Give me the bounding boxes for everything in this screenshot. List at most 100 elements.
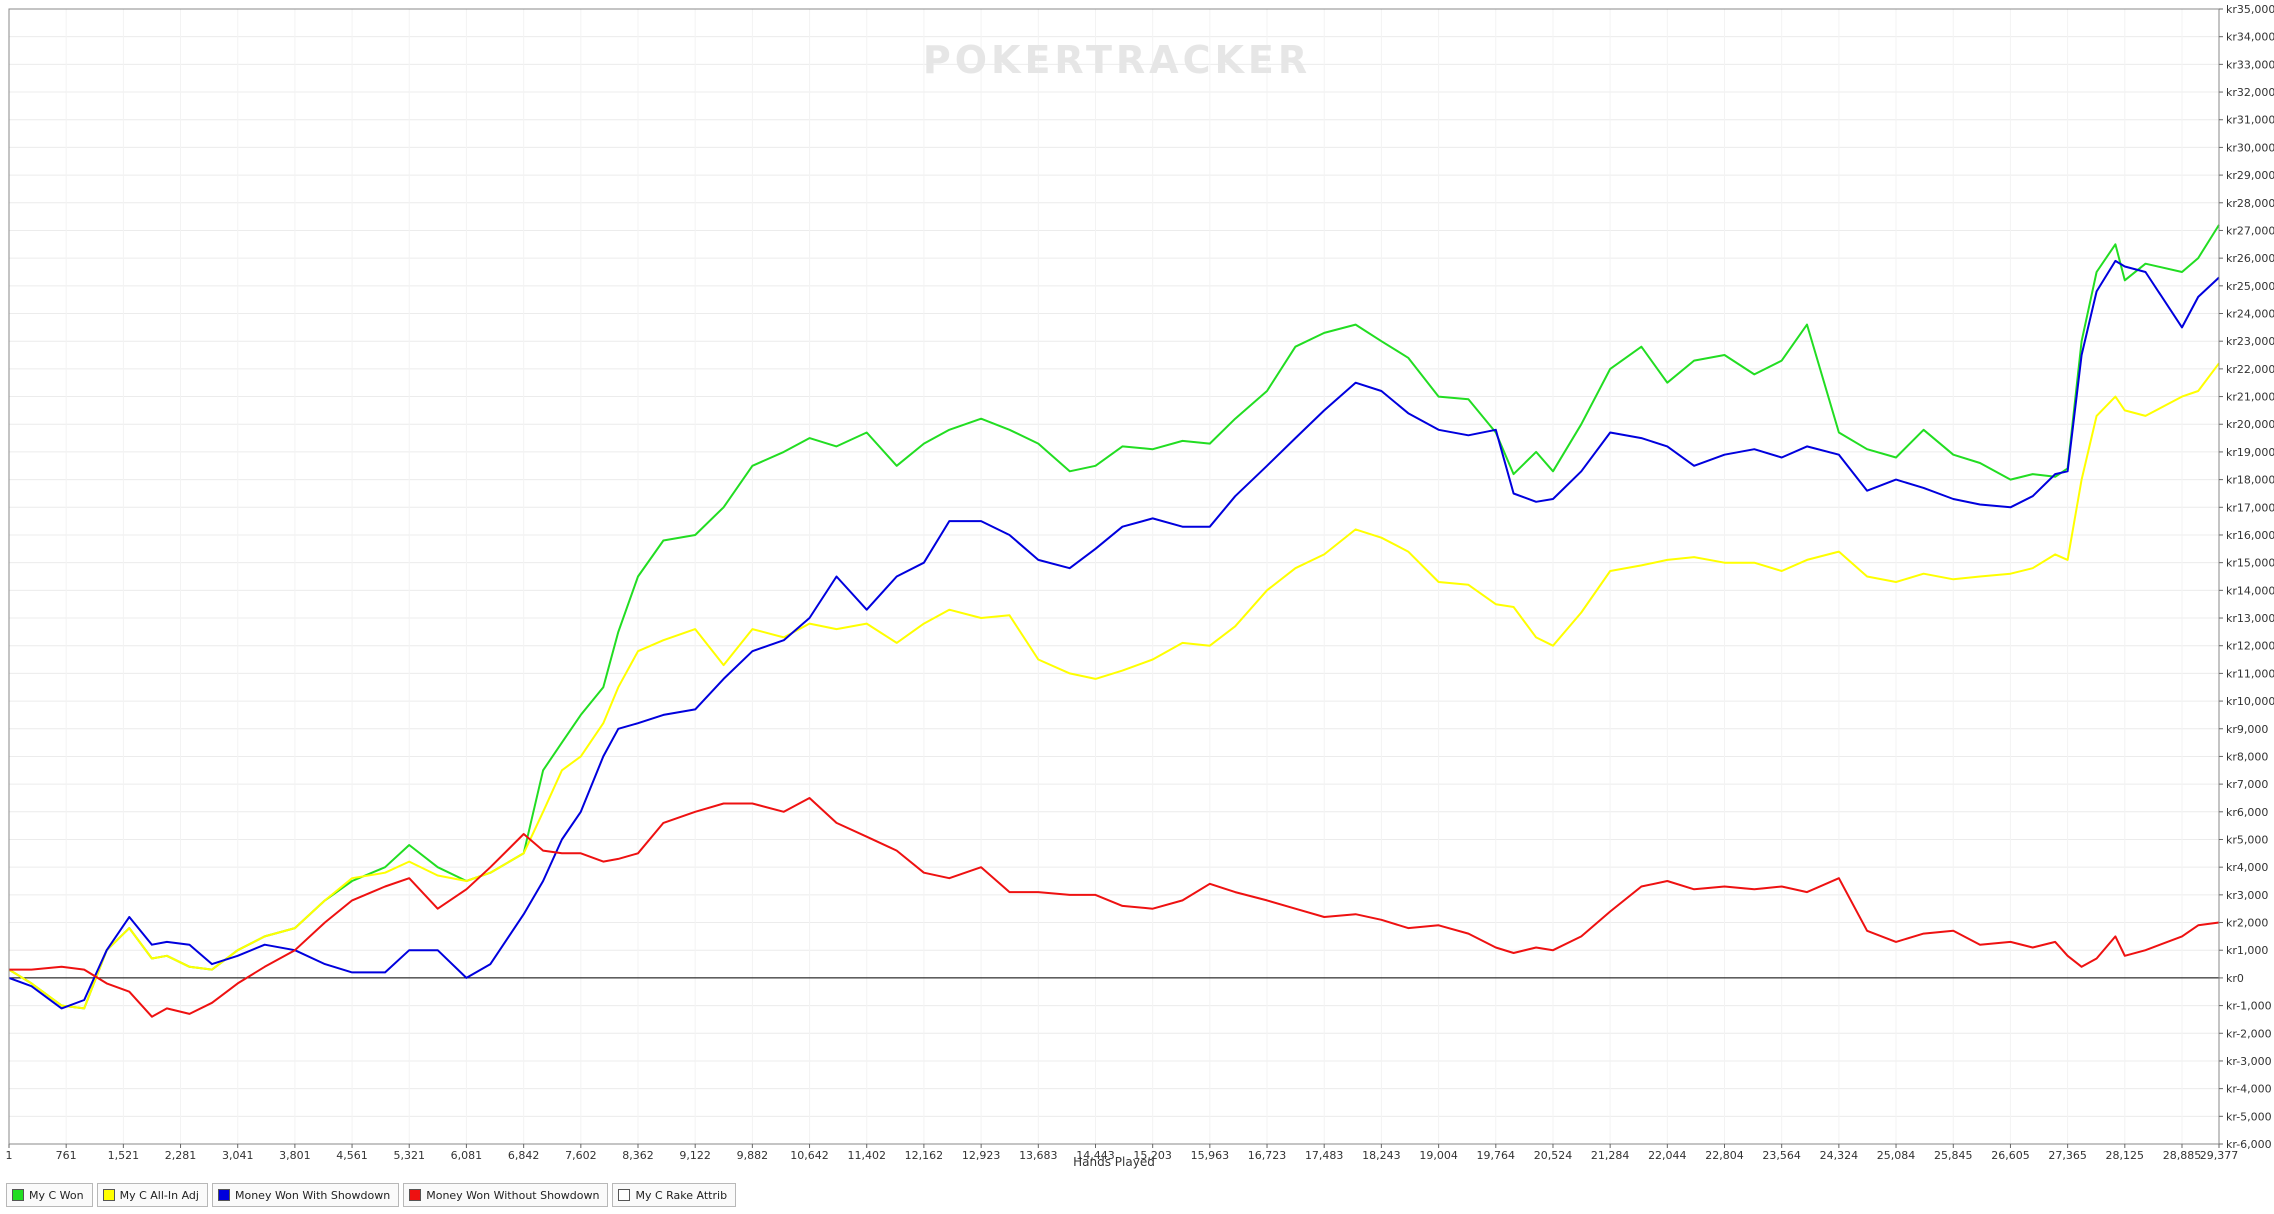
x-tick-label: 3,041 <box>222 1149 254 1162</box>
y-tick-label: kr-1,000 <box>2226 1000 2272 1013</box>
legend-swatch <box>618 1189 631 1201</box>
x-tick-label: 761 <box>56 1149 77 1162</box>
x-tick-label: 18,243 <box>1362 1149 1401 1162</box>
y-tick-label: kr31,000 <box>2226 114 2274 127</box>
x-tick-label: 17,483 <box>1305 1149 1344 1162</box>
x-tick-label: 19,004 <box>1419 1149 1458 1162</box>
y-tick-label: kr0 <box>2226 972 2244 985</box>
legend-swatch <box>217 1189 230 1201</box>
legend-item[interactable]: My C All-In Adj <box>96 1183 208 1207</box>
legend: My C Won My C All-In Adj Money Won With Sh… <box>6 1183 737 1207</box>
y-tick-label: kr10,000 <box>2226 695 2274 708</box>
x-tick-label: 22,804 <box>1705 1149 1744 1162</box>
y-tick-label: kr5,000 <box>2226 833 2268 846</box>
x-tick-label: 19,764 <box>1477 1149 1516 1162</box>
x-tick-label: 5,321 <box>393 1149 425 1162</box>
y-tick-label: kr29,000 <box>2226 169 2274 182</box>
y-tick-label: kr26,000 <box>2226 252 2274 265</box>
y-tick-label: kr23,000 <box>2226 335 2274 348</box>
y-tick-label: kr11,000 <box>2226 667 2274 680</box>
x-tick-label: 25,845 <box>1934 1149 1973 1162</box>
y-tick-label: kr25,000 <box>2226 280 2274 293</box>
y-tick-label: kr33,000 <box>2226 58 2274 71</box>
y-tick-label: kr17,000 <box>2226 501 2274 514</box>
x-tick-label: 28,125 <box>2106 1149 2145 1162</box>
x-tick-label: 2,281 <box>165 1149 197 1162</box>
y-tick-label: kr7,000 <box>2226 778 2268 791</box>
y-tick-label: kr24,000 <box>2226 308 2274 321</box>
plot-area <box>9 9 2219 1144</box>
x-tick-label: 22,044 <box>1648 1149 1687 1162</box>
y-tick-label: kr-6,000 <box>2226 1138 2272 1151</box>
y-tick-label: kr18,000 <box>2226 474 2274 487</box>
x-tick-label: 8,362 <box>622 1149 654 1162</box>
x-tick-label: 23,564 <box>1762 1149 1801 1162</box>
x-tick-label: 12,162 <box>905 1149 944 1162</box>
x-axis-label: Hands Played <box>1073 1155 1155 1169</box>
legend-label: Money Won Without Showdown <box>426 1188 600 1202</box>
series-line-3 <box>9 797 2220 1018</box>
legend-item[interactable]: Money Won With Showdown <box>211 1183 400 1207</box>
y-tick-label: kr-4,000 <box>2226 1083 2272 1096</box>
y-tick-label: kr21,000 <box>2226 391 2274 404</box>
x-tick-label: 11,402 <box>847 1149 886 1162</box>
x-tick-label: 1,521 <box>108 1149 140 1162</box>
x-axis: 1 761 1,521 2,281 3,041 3,801 4,561 5,321 6,081 6… <box>6 1144 2239 1162</box>
y-tick-label: kr34,000 <box>2226 31 2274 44</box>
x-tick-label: 1 <box>6 1149 13 1162</box>
plot-border <box>8 8 2220 1145</box>
y-tick-label: kr20,000 <box>2226 418 2274 431</box>
x-tick-label: 4,561 <box>336 1149 368 1162</box>
y-tick-label: kr35,000 <box>2226 3 2274 16</box>
legend-label: My C All-In Adj <box>119 1188 199 1202</box>
grid <box>8 8 2220 1145</box>
series-line-1 <box>8 362 2220 1010</box>
y-tick-label: kr-3,000 <box>2226 1055 2272 1068</box>
x-tick-label: 12,923 <box>962 1149 1001 1162</box>
x-tick-label: 6,081 <box>451 1149 483 1162</box>
watermark: POKERTRACKER <box>923 38 1311 82</box>
y-tick-label: kr9,000 <box>2226 723 2268 736</box>
y-axis: kr-6,000 kr-5,000 kr-4,000 kr-3,000 kr-2,000… <box>2219 3 2274 1151</box>
y-tick-label: kr4,000 <box>2226 861 2268 874</box>
x-tick-label: 6,842 <box>508 1149 540 1162</box>
x-tick-label: 26,605 <box>1991 1149 2030 1162</box>
legend-label: My C Rake Attrib <box>635 1188 728 1202</box>
legend-label: Money Won With Showdown <box>234 1188 391 1202</box>
x-tick-label: 15,963 <box>1191 1149 1230 1162</box>
x-tick-label: 3,801 <box>279 1149 311 1162</box>
y-tick-label: kr30,000 <box>2226 141 2274 154</box>
x-tick-label: 21,284 <box>1591 1149 1630 1162</box>
y-tick-label: kr27,000 <box>2226 224 2274 237</box>
legend-item[interactable]: My C Won <box>6 1183 93 1207</box>
legend-swatch <box>12 1189 24 1201</box>
legend-label: My C Won <box>29 1188 84 1202</box>
legend-item[interactable]: Money Won Without Showdown <box>403 1183 609 1207</box>
x-tick-label: 9,122 <box>679 1149 711 1162</box>
y-tick-label: kr15,000 <box>2226 557 2274 570</box>
y-tick-label: kr28,000 <box>2226 197 2274 210</box>
x-tick-label: 29,377 <box>2200 1149 2239 1162</box>
x-tick-label: 24,324 <box>1820 1149 1859 1162</box>
series-lines <box>8 224 2220 1018</box>
y-tick-label: kr12,000 <box>2226 640 2274 653</box>
y-tick-label: kr-2,000 <box>2226 1027 2272 1040</box>
y-tick-label: kr6,000 <box>2226 806 2268 819</box>
y-tick-label: kr2,000 <box>2226 917 2268 930</box>
y-tick-label: kr14,000 <box>2226 584 2274 597</box>
x-tick-label: 7,602 <box>565 1149 597 1162</box>
y-tick-label: kr3,000 <box>2226 889 2268 902</box>
x-tick-label: 16,723 <box>1248 1149 1287 1162</box>
legend-item[interactable]: My C Rake Attrib <box>612 1183 737 1207</box>
series-line-2 <box>8 259 2220 1010</box>
y-tick-label: kr19,000 <box>2226 446 2274 459</box>
x-tick-label: 20,524 <box>1534 1149 1573 1162</box>
y-tick-label: kr-5,000 <box>2226 1110 2272 1123</box>
y-tick-label: kr16,000 <box>2226 529 2274 542</box>
x-tick-label: 15,203 <box>1133 1149 1172 1162</box>
x-tick-label: 28,885 <box>2163 1149 2202 1162</box>
y-tick-label: kr32,000 <box>2226 86 2274 99</box>
y-tick-label: kr22,000 <box>2226 363 2274 376</box>
x-tick-label: 25,084 <box>1877 1149 1916 1162</box>
